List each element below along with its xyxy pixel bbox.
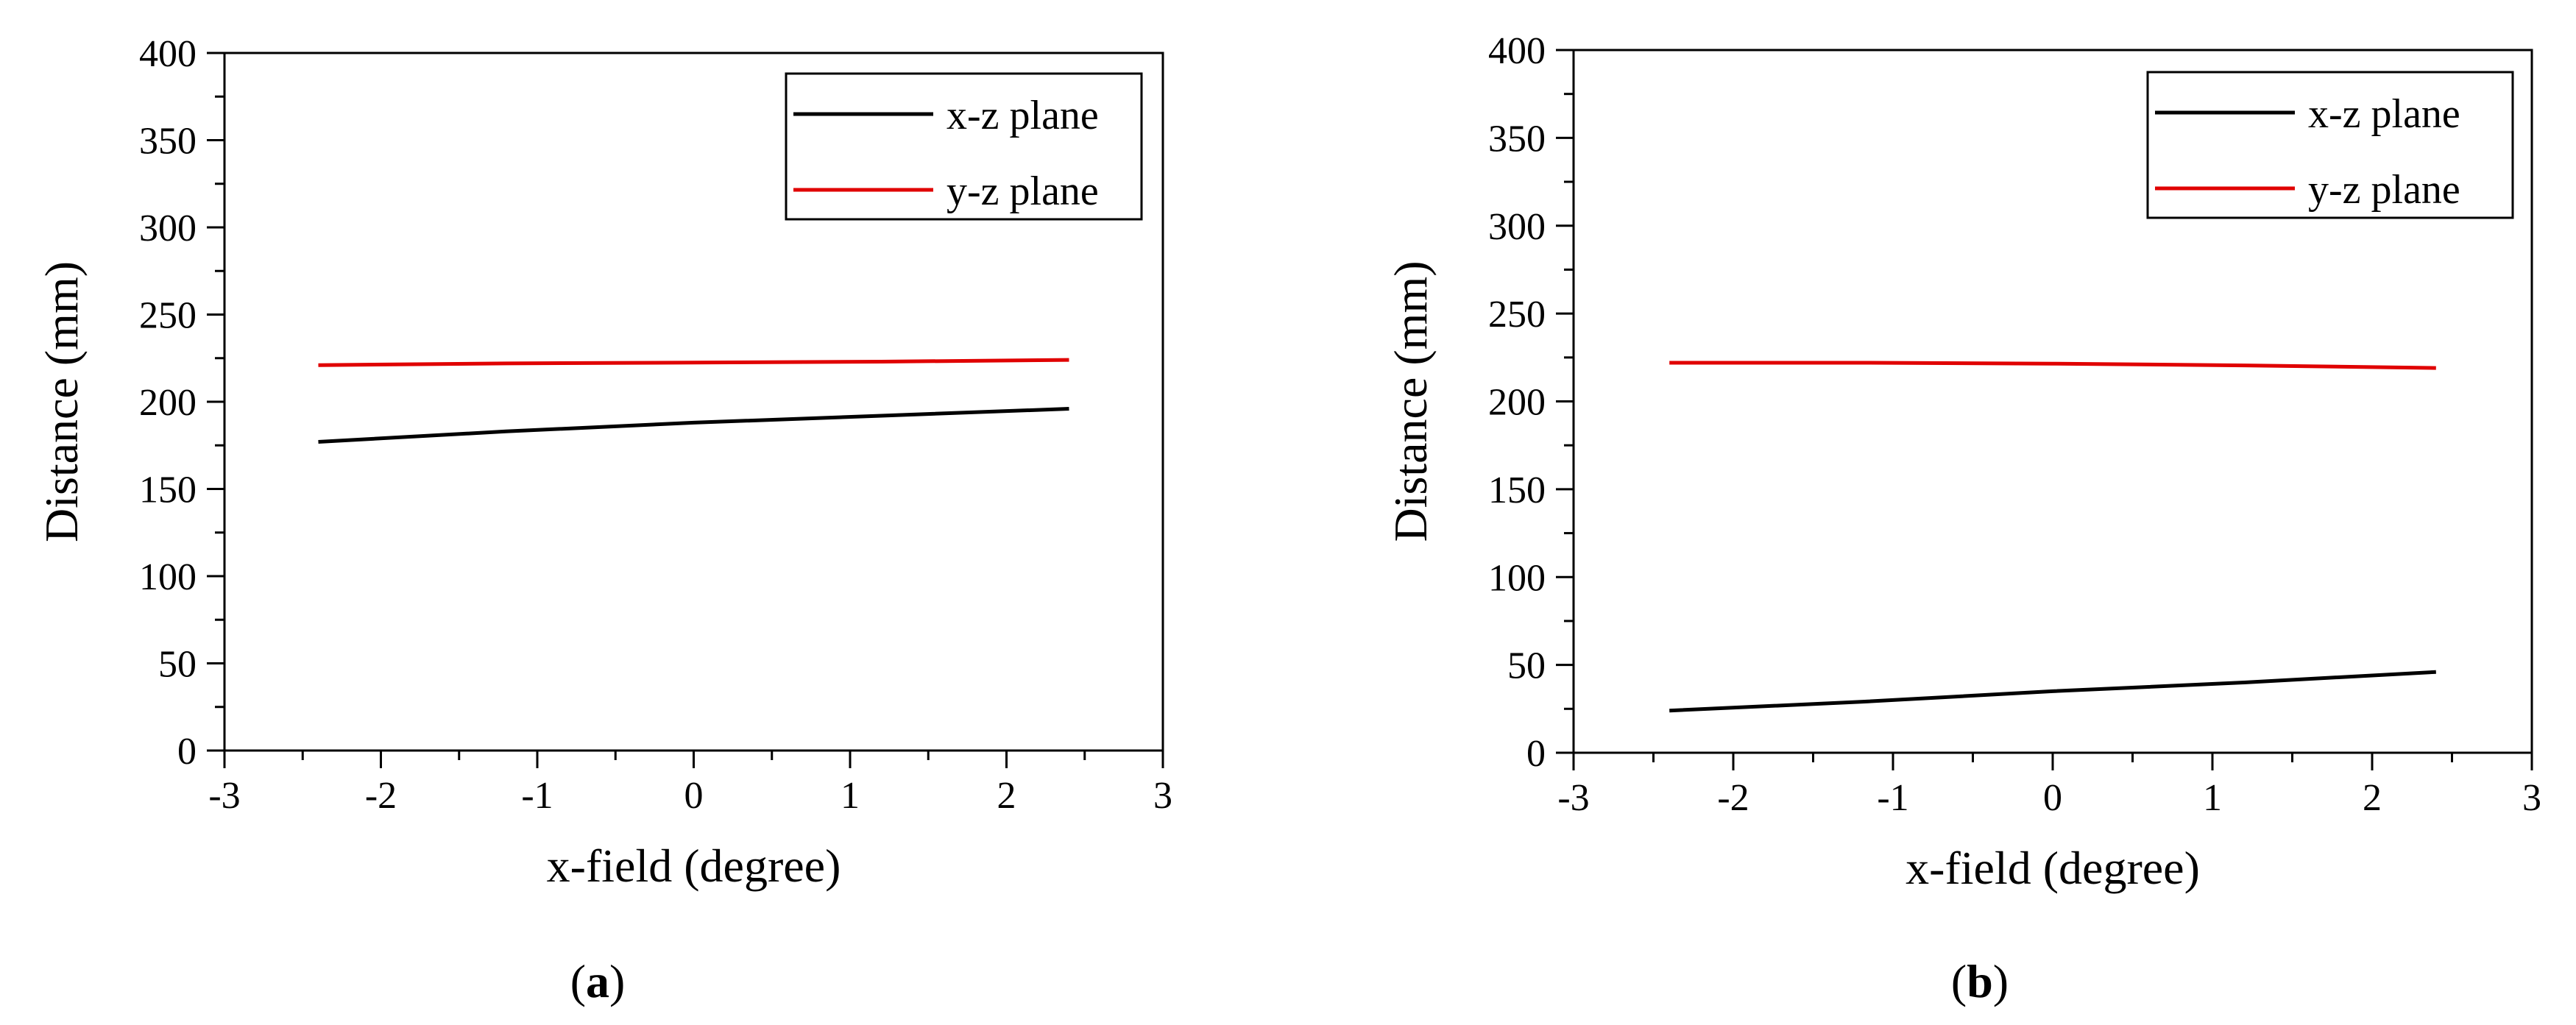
y-tick-label: 300 — [139, 208, 197, 249]
y-tick-label: 350 — [139, 121, 197, 163]
y-tick-label: 200 — [1488, 382, 1546, 424]
y-tick-label: 0 — [1526, 733, 1546, 775]
y-axis-label: Distance (mm) — [1384, 260, 1437, 542]
x-tick-label: -2 — [365, 775, 397, 817]
x-tick-label: 1 — [2203, 777, 2222, 819]
x-axis-label: x-field (degree) — [547, 840, 841, 892]
legend-box — [2146, 71, 2514, 219]
legend-label: x-z plane — [946, 93, 1099, 138]
y-tick-label: 100 — [1488, 557, 1546, 599]
x-tick-label: -2 — [1717, 777, 1749, 819]
x-tick-label: 0 — [684, 775, 704, 817]
y-tick-label: 50 — [1507, 645, 1546, 687]
panel-label: (b) — [1951, 955, 2009, 1007]
legend-box — [785, 72, 1143, 221]
y-axis-label: Distance (mm) — [35, 261, 88, 542]
x-tick-label: 1 — [841, 775, 860, 817]
y-tick-label: 300 — [1488, 206, 1546, 248]
x-tick-label: -1 — [521, 775, 553, 817]
y-tick-label: 400 — [139, 33, 197, 75]
y-tick-label: 0 — [177, 731, 197, 773]
y-tick-label: 400 — [1488, 30, 1546, 72]
chart-panel-b: -3 -2 -1 0 1 2 3 0 50 100 150 200 250 300 350 400 x-fiel… — [1384, 30, 2541, 1007]
legend-label: y-z plane — [2308, 167, 2460, 213]
x-tick-label: -3 — [1557, 777, 1589, 819]
y-tick-label: 350 — [1488, 118, 1546, 160]
panel-label: (a) — [570, 955, 626, 1007]
series-line-y-z — [1669, 361, 2436, 370]
y-tick-label: 150 — [139, 469, 197, 511]
series-line-x-z — [1669, 670, 2436, 713]
y-tick-label: 50 — [158, 644, 197, 686]
y-tick-label: 100 — [139, 556, 197, 598]
y-tick-label: 200 — [139, 382, 197, 424]
x-tick-label: 2 — [2363, 777, 2382, 819]
series-line-x-z — [318, 407, 1069, 444]
legend-label: x-z plane — [2308, 91, 2460, 137]
x-axis-label: x-field (degree) — [1906, 842, 2200, 894]
legend-label: y-z plane — [946, 169, 1099, 214]
chart-panel-a: -3 -2 -1 0 1 2 3 0 50 100 150 200 250 300 350 400 x-fiel… — [35, 33, 1172, 1007]
x-tick-label: 2 — [997, 775, 1016, 817]
x-tick-label: -1 — [1877, 777, 1908, 819]
y-tick-label: 250 — [139, 295, 197, 337]
x-tick-label: 0 — [2043, 777, 2062, 819]
x-tick-label: 3 — [1153, 775, 1172, 817]
x-tick-label: -3 — [208, 775, 240, 817]
series-line-y-z — [318, 358, 1069, 367]
x-tick-label: 3 — [2522, 777, 2541, 819]
y-tick-label: 250 — [1488, 294, 1546, 336]
y-tick-label: 150 — [1488, 469, 1546, 511]
